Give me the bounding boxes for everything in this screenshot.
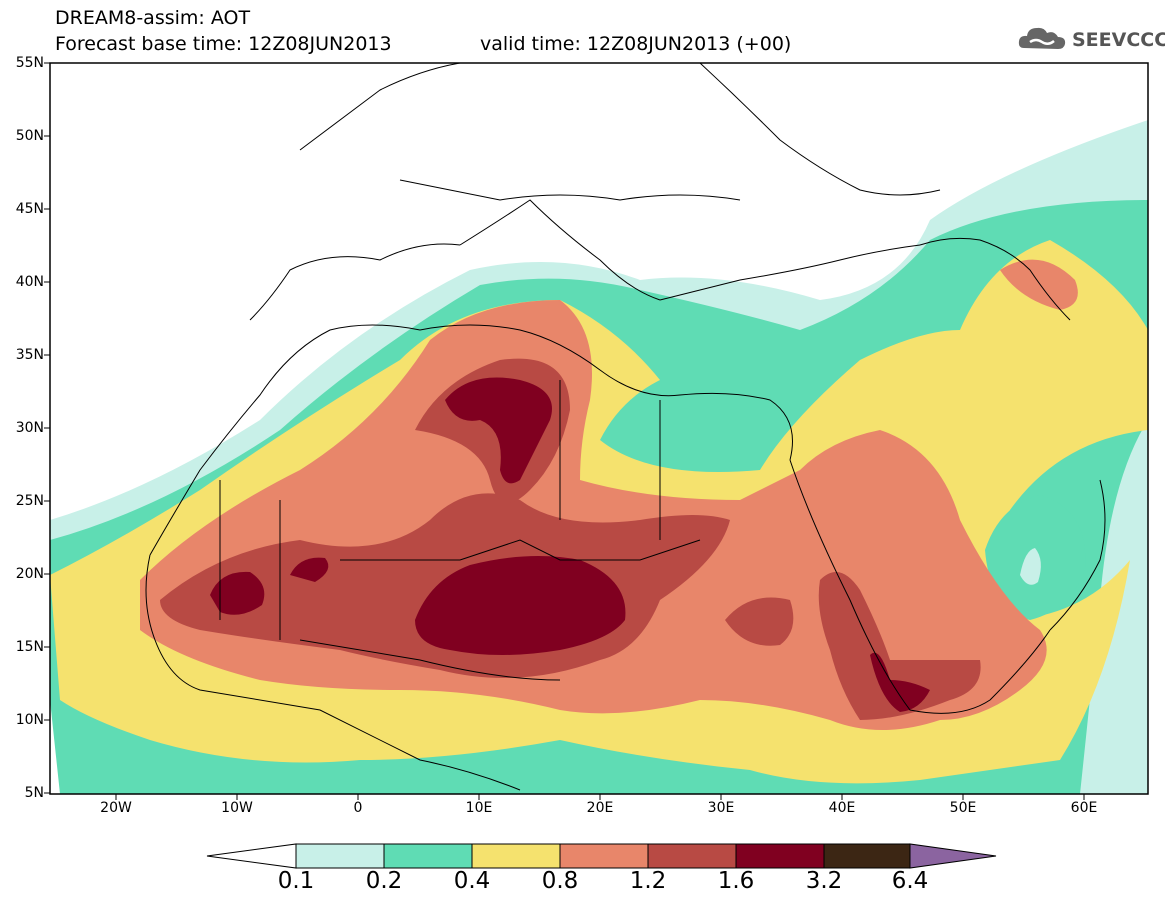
valid-time: valid time: 12Z08JUN2013 (+00)	[480, 33, 792, 55]
colorbar-bin-3.2	[823, 843, 911, 869]
aot-contour-1.6-niger	[290, 557, 329, 582]
colorbar-bin-0.4	[471, 843, 561, 869]
x-label-40e: 40E	[828, 800, 856, 816]
aot-contour-1.2-redsea	[818, 572, 981, 720]
aot-contour-1.6-yemen	[870, 652, 930, 712]
y-label-55n: 55N	[15, 55, 44, 71]
y-label-50n: 50N	[15, 128, 44, 144]
colorbar-label-0.4: 0.4	[453, 868, 491, 894]
y-label-35n: 35N	[15, 347, 44, 363]
colorbar-bin-0.2	[383, 843, 473, 869]
y-label-25n: 25N	[15, 493, 44, 509]
y-label-15n: 15N	[15, 639, 44, 655]
colorbar-label-6.4: 6.4	[891, 868, 929, 894]
cloud-icon	[1018, 27, 1066, 49]
axis-ticks	[44, 62, 1085, 800]
seevccc-logo: SEEVCCC	[1016, 20, 1165, 56]
colorbar-low-arrow	[206, 843, 297, 869]
aot-contour-1.6-libya	[445, 377, 552, 484]
colorbar-bin-1.2	[647, 843, 737, 869]
x-label-60e: 60E	[1070, 800, 1098, 816]
colorbar	[206, 843, 997, 869]
forecast-base-time: Forecast base time: 12Z08JUN2013	[55, 33, 392, 55]
x-label-10w: 10W	[221, 800, 253, 816]
x-label-20w: 20W	[100, 800, 132, 816]
y-label-40n: 40N	[15, 274, 44, 290]
x-label-50e: 50E	[949, 800, 977, 816]
colorbar-high-arrow	[909, 843, 997, 869]
aot-contour-1.6	[415, 556, 626, 655]
colorbar-bin-0.1	[295, 843, 385, 869]
aot-contour-1.6-mali	[210, 571, 265, 615]
colorbar-label-1.2: 1.2	[629, 868, 667, 894]
colorbar-label-0.1: 0.1	[277, 868, 315, 894]
logo-text: SEEVCCC	[1072, 29, 1165, 51]
colorbar-bin-1.6	[735, 843, 825, 869]
x-label-0: 0	[353, 800, 363, 816]
map-title: DREAM8-assim: AOT	[55, 7, 251, 29]
colorbar-label-0.8: 0.8	[541, 868, 579, 894]
x-label-10e: 10E	[465, 800, 493, 816]
aot-contour-0.8-caspian	[1000, 259, 1078, 310]
colorbar-label-3.2: 3.2	[805, 868, 843, 894]
x-label-30e: 30E	[707, 800, 735, 816]
y-label-5n: 5N	[24, 785, 44, 801]
y-label-30n: 30N	[15, 420, 44, 436]
x-label-20e: 20E	[586, 800, 614, 816]
colorbar-bin-0.8	[559, 843, 649, 869]
colorbar-label-0.2: 0.2	[365, 868, 403, 894]
colorbar-label-1.6: 1.6	[717, 868, 755, 894]
y-label-20n: 20N	[15, 566, 44, 582]
aot-contour-0.1-arabia	[1020, 548, 1041, 585]
aot-contour-1.2-sudan	[725, 597, 794, 646]
y-label-10n: 10N	[15, 712, 44, 728]
y-label-45n: 45N	[15, 201, 44, 217]
coastlines	[145, 63, 1106, 791]
